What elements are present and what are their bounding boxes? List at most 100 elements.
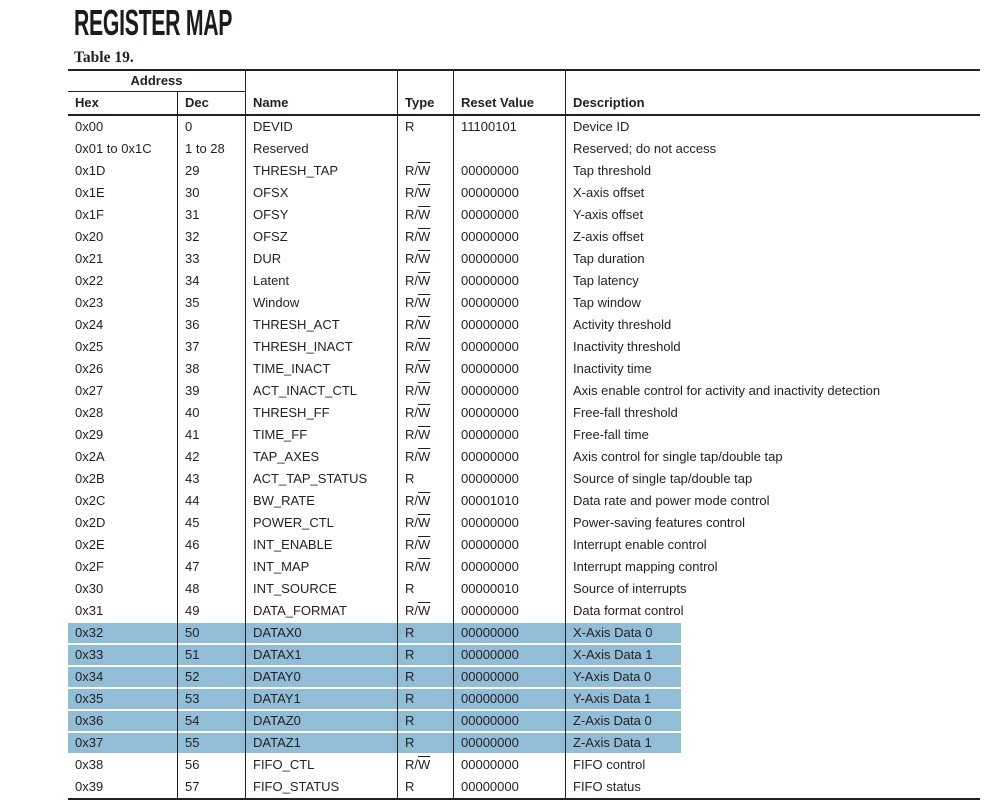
cell-access-type: R/W [397, 204, 453, 226]
cell-access-type: R/W [397, 600, 453, 622]
cell-hex-address: 0x31 [75, 603, 104, 618]
cell-description: Y-axis offset [565, 204, 980, 226]
overline-w: W [418, 163, 431, 178]
cell-access-type: R/W [397, 534, 453, 556]
overline-w: W [418, 207, 431, 222]
overline-w: W [418, 559, 431, 574]
cell-description: Data rate and power mode control [565, 490, 980, 512]
cell-reset-value: 11100101 [453, 116, 565, 138]
cell-dec-address: 47 [177, 556, 245, 578]
cell-reset-value: 00000000 [453, 380, 565, 402]
cell-access-type: R [397, 688, 453, 710]
cell-register-name: DATAX0 [245, 622, 397, 644]
cell-description: Free-fall threshold [565, 402, 980, 424]
cell-register-name: DATA_FORMAT [245, 600, 397, 622]
table-row: 0x2B 43 ACT_TAP_STATUS R 00000000 Source… [68, 468, 980, 490]
cell-reset-value: 00000000 [453, 204, 565, 226]
cell-hex-address: 0x2D [75, 515, 106, 530]
cell-description: Activity threshold [565, 314, 980, 336]
table-row: 0x21 33 DUR R/W 00000000 Tap duration [68, 248, 980, 270]
cell-description: Axis enable control for activity and ina… [565, 380, 980, 402]
overline-w: W [418, 405, 431, 420]
cell-dec-address: 42 [177, 446, 245, 468]
cell-register-name: FIFO_STATUS [245, 776, 397, 798]
cell-description: Source of single tap/double tap [565, 468, 980, 490]
cell-dec-address: 55 [177, 732, 245, 754]
cell-description: Y-Axis Data 1 [565, 688, 980, 710]
cell-reset-value: 00000000 [453, 710, 565, 732]
cell-register-name: DATAZ1 [245, 732, 397, 754]
overline-w: W [418, 757, 431, 772]
table-row: 0x32 50 DATAX0 R 00000000 X-Axis Data 0 [68, 622, 980, 644]
cell-register-name: INT_SOURCE [245, 578, 397, 600]
cell-access-type: R [397, 732, 453, 754]
cell-hex-address: 0x01 to 0x1C [75, 141, 152, 156]
cell-access-type: R/W [397, 402, 453, 424]
cell-reset-value: 00000000 [453, 424, 565, 446]
cell-dec-address: 40 [177, 402, 245, 424]
cell-access-type: R/W [397, 380, 453, 402]
table-row: 0x20 32 OFSZ R/W 00000000 Z-axis offset [68, 226, 980, 248]
cell-access-type: R [397, 578, 453, 600]
cell-register-name: POWER_CTL [245, 512, 397, 534]
cell-register-name: OFSY [245, 204, 397, 226]
cell-access-type: R/W [397, 336, 453, 358]
cell-hex-address: 0x29 [75, 427, 104, 442]
cell-hex-address: 0x39 [75, 779, 104, 794]
cell-reset-value: 00000000 [453, 160, 565, 182]
cell-register-name: OFSZ [245, 226, 397, 248]
cell-description: Z-axis offset [565, 226, 980, 248]
cell-dec-address: 41 [177, 424, 245, 446]
table-row: 0x25 37 THRESH_INACT R/W 00000000 Inacti… [68, 336, 980, 358]
table-header: Address Hex Dec Name Type Reset Value De… [68, 69, 980, 116]
cell-description: Axis control for single tap/double tap [565, 446, 980, 468]
table-row: 0x35 53 DATAY1 R 00000000 Y-Axis Data 1 [68, 688, 980, 710]
cell-dec-address: 35 [177, 292, 245, 314]
cell-access-type: R/W [397, 226, 453, 248]
cell-access-type: R/W [397, 490, 453, 512]
cell-register-name: Window [245, 292, 397, 314]
cell-hex-address: 0x35 [75, 691, 104, 706]
cell-description: Interrupt enable control [565, 534, 980, 556]
cell-reset-value: 00000000 [453, 600, 565, 622]
col-header-description: Description [565, 71, 980, 114]
table-row: 0x33 51 DATAX1 R 00000000 X-Axis Data 1 [68, 644, 980, 666]
cell-dec-address: 54 [177, 710, 245, 732]
table-row: 0x22 34 Latent R/W 00000000 Tap latency [68, 270, 980, 292]
cell-register-name: Latent [245, 270, 397, 292]
cell-access-type: R/W [397, 314, 453, 336]
cell-hex-address: 0x00 [75, 119, 104, 134]
cell-description: Device ID [565, 116, 980, 138]
cell-reset-value: 00000000 [453, 732, 565, 754]
table-row: 0x30 48 INT_SOURCE R 00000010 Source of … [68, 578, 980, 600]
cell-description: Z-Axis Data 0 [565, 710, 980, 732]
cell-access-type: R/W [397, 182, 453, 204]
cell-reset-value: 00000000 [453, 292, 565, 314]
cell-register-name: DUR [245, 248, 397, 270]
cell-hex-address: 0x37 [75, 735, 104, 750]
cell-hex-address: 0x28 [75, 405, 104, 420]
table-row: 0x1E 30 OFSX R/W 00000000 X-axis offset [68, 182, 980, 204]
cell-reset-value: 00000000 [453, 336, 565, 358]
cell-hex-address: 0x38 [75, 757, 104, 772]
cell-dec-address: 30 [177, 182, 245, 204]
cell-description: Y-Axis Data 0 [565, 666, 980, 688]
cell-dec-address: 39 [177, 380, 245, 402]
cell-access-type: R/W [397, 270, 453, 292]
cell-access-type: R/W [397, 160, 453, 182]
cell-reset-value: 00000000 [453, 754, 565, 776]
overline-w: W [418, 185, 431, 200]
cell-description: X-Axis Data 0 [565, 622, 980, 644]
cell-description: Z-Axis Data 1 [565, 732, 980, 754]
cell-hex-address: 0x2E [75, 537, 105, 552]
overline-w: W [418, 295, 431, 310]
cell-register-name: THRESH_FF [245, 402, 397, 424]
cell-description: FIFO control [565, 754, 980, 776]
cell-access-type: R [397, 710, 453, 732]
cell-hex-address: 0x21 [75, 251, 104, 266]
cell-register-name: FIFO_CTL [245, 754, 397, 776]
overline-w: W [418, 317, 431, 332]
cell-reset-value: 00000000 [453, 556, 565, 578]
cell-dec-address: 38 [177, 358, 245, 380]
cell-hex-address: 0x34 [75, 669, 104, 684]
